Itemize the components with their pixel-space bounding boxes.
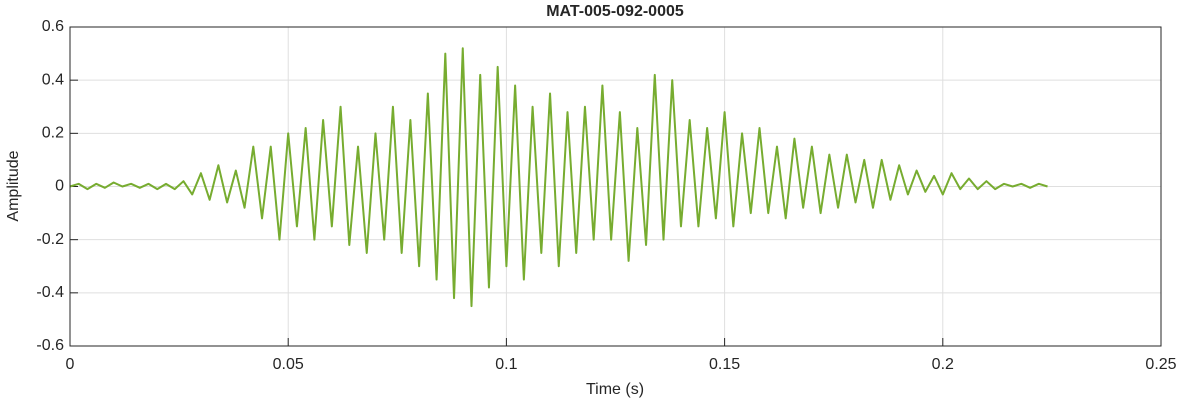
x-tick-label: 0.25 [1145, 356, 1176, 373]
x-tick-label: 0.2 [932, 356, 954, 373]
x-tick-label: 0.15 [709, 356, 740, 373]
y-axis-label: Amplitude [5, 150, 22, 221]
y-tick-label: -0.4 [36, 284, 64, 301]
y-tick-label: 0.6 [42, 18, 64, 35]
x-axis-label: Time (s) [586, 381, 644, 398]
x-tick-label: 0.1 [495, 356, 517, 373]
y-tick-label: 0 [55, 178, 64, 195]
y-tick-label: -0.2 [36, 231, 64, 248]
data-line [69, 47, 1048, 308]
y-tick-label: -0.6 [36, 337, 64, 354]
y-tick-label: 0.2 [42, 125, 64, 142]
x-tick-label: 0 [66, 356, 75, 373]
chart-title: MAT-005-092-0005 [546, 3, 684, 20]
axes-box [69, 26, 1162, 347]
x-tick-label: 0.05 [273, 356, 304, 373]
y-tick-label: 0.4 [42, 71, 64, 88]
